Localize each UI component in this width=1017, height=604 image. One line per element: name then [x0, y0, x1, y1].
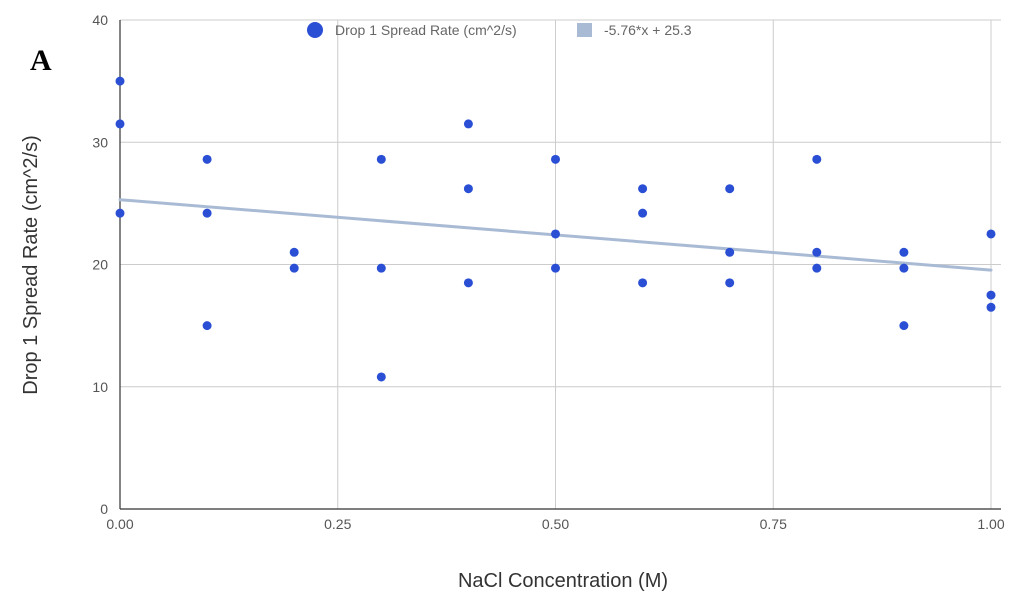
x-tick-label: 0.25: [324, 516, 351, 532]
data-point: [638, 278, 648, 288]
data-point: [638, 208, 648, 218]
data-point: [202, 154, 212, 164]
data-point: [376, 372, 386, 382]
y-axis-title: Drop 1 Spread Rate (cm^2/s): [20, 135, 42, 394]
grid: [120, 19, 1001, 509]
y-tick-label: 10: [92, 379, 108, 395]
legend-series-label: Drop 1 Spread Rate (cm^2/s): [335, 22, 517, 38]
data-point: [551, 229, 560, 239]
data-point: [551, 263, 560, 273]
y-tick-label: 30: [92, 134, 108, 150]
data-point: [202, 208, 212, 218]
data-point: [812, 154, 822, 164]
x-axis-title: NaCl Concentration (M): [458, 570, 668, 592]
data-points: [115, 76, 996, 382]
y-tick-label: 40: [92, 12, 108, 28]
data-point: [115, 119, 125, 129]
data-point: [899, 263, 909, 273]
data-point: [638, 184, 648, 194]
legend: Drop 1 Spread Rate (cm^2/s) -5.76*x + 25…: [307, 22, 692, 38]
data-point: [725, 184, 735, 194]
legend-trendline-label: -5.76*x + 25.3: [604, 22, 692, 38]
data-point: [812, 263, 822, 273]
data-point: [289, 247, 299, 257]
data-point: [289, 263, 299, 273]
x-tick-label: 0.50: [542, 516, 569, 532]
data-point: [202, 321, 212, 331]
y-tick-label: 0: [100, 501, 108, 517]
data-point: [463, 184, 473, 194]
data-point: [115, 208, 125, 218]
data-point: [463, 278, 473, 288]
data-point: [986, 229, 996, 239]
panel-label: A: [30, 44, 52, 77]
data-point: [463, 119, 473, 129]
data-point: [899, 321, 909, 331]
legend-trendline-marker: [577, 23, 592, 37]
data-point: [986, 302, 996, 312]
data-point: [376, 154, 386, 164]
data-point: [899, 247, 909, 257]
y-tick-label: 20: [92, 257, 108, 273]
legend-series-marker: [307, 22, 323, 38]
data-point: [986, 290, 996, 300]
data-point: [725, 247, 735, 257]
x-tick-label: 1.00: [977, 516, 1004, 532]
data-point: [376, 263, 386, 273]
data-point: [812, 247, 822, 257]
data-point: [115, 76, 125, 86]
data-point: [725, 278, 735, 288]
data-point: [551, 154, 560, 164]
x-tick-label: 0.75: [760, 516, 787, 532]
x-tick-label: 0.00: [106, 516, 133, 532]
axes: 0 10 20 30 40 0.00 0.25 0.50 0.75 1.00: [92, 12, 1004, 532]
